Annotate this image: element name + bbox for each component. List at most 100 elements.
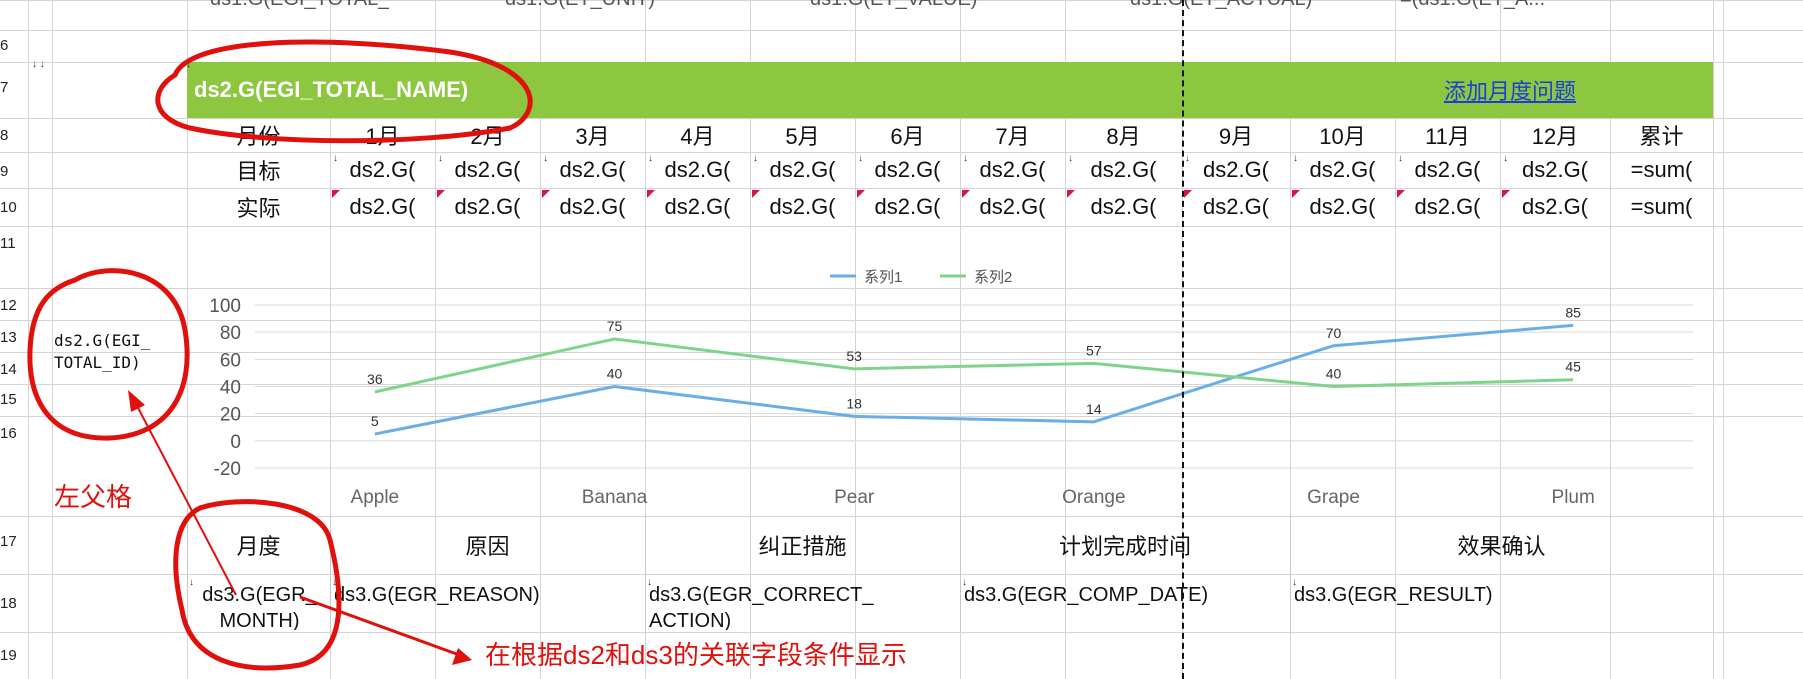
issue-cell[interactable]: ds3.G(EGR_ MONTH) xyxy=(202,584,317,630)
expand-marker: ↓ xyxy=(858,153,863,164)
row-number[interactable]: 11 xyxy=(0,235,16,252)
comment-marker xyxy=(962,190,970,198)
row-number[interactable]: 10 xyxy=(0,199,17,216)
row-number[interactable]: 15 xyxy=(0,391,17,408)
target-cell[interactable]: ds2.G( xyxy=(769,157,836,182)
add-monthly-issue-link-text[interactable]: 添加月度问题 xyxy=(1443,79,1576,104)
month-header-cell[interactable]: 3月 xyxy=(575,124,610,149)
month-header-cell[interactable]: 8月 xyxy=(1106,124,1141,149)
month-header-cell[interactable]: 6月 xyxy=(890,124,925,149)
row-number[interactable]: 8 xyxy=(0,127,9,144)
expand-marker: ↓ xyxy=(1293,153,1298,164)
comment-marker xyxy=(1292,190,1300,198)
comment-marker xyxy=(647,190,655,198)
month-header-cell[interactable]: 12月 xyxy=(1531,124,1579,149)
row-number[interactable]: 18 xyxy=(0,595,17,612)
actual-cell[interactable]: ds2.G( xyxy=(664,194,731,219)
actual-cell[interactable]: ds2.G( xyxy=(1090,194,1157,219)
row-number[interactable]: 12 xyxy=(0,297,17,314)
issue-header[interactable]: 原因 xyxy=(465,534,510,559)
target-cell[interactable]: ds2.G( xyxy=(1202,157,1270,182)
actual-cell[interactable]: ds2.G( xyxy=(1309,194,1376,219)
row-number[interactable]: 7 xyxy=(0,79,9,96)
partial-cell[interactable]: ds1.G(ET_VALUE) xyxy=(810,0,977,14)
column-gridline xyxy=(1065,0,1066,679)
row-gridline xyxy=(0,632,1803,633)
actual-cell[interactable]: ds2.G( xyxy=(979,194,1046,219)
issue-cell[interactable]: ds3.G(EGR_REASON) xyxy=(334,584,540,606)
row-gridline xyxy=(0,320,1803,321)
x-tick-label: Orange xyxy=(1062,487,1125,508)
issue-header[interactable]: 计划完成时间 xyxy=(1058,534,1191,559)
data-label: 36 xyxy=(367,371,383,387)
target-total[interactable]: =sum( xyxy=(1630,157,1693,182)
month-header-total[interactable]: 累计 xyxy=(1639,124,1684,149)
target-cell[interactable]: ds2.G( xyxy=(1309,157,1376,182)
left-parent-cell[interactable]: ds2.G(EGI_ TOTAL_ID) xyxy=(54,331,151,372)
issue-header[interactable]: 月度 xyxy=(236,534,281,559)
row-number[interactable]: 9 xyxy=(0,163,9,180)
issue-cell[interactable]: ds3.G(EGR_COMP_DATE) xyxy=(964,584,1209,606)
data-label: 40 xyxy=(607,366,623,382)
comment-marker xyxy=(1502,190,1510,198)
target-cell[interactable]: ds2.G( xyxy=(979,157,1046,182)
target-cell[interactable]: ds2.G( xyxy=(1521,157,1589,182)
actual-cell[interactable]: ds2.G( xyxy=(349,194,416,219)
band-title[interactable]: ds2.G(EGI_TOTAL_NAME) xyxy=(194,77,469,102)
partial-cell[interactable]: ds1.G(ET_ACTUAL) xyxy=(1130,0,1312,14)
partial-cell[interactable]: ds1.G(EGI_TOTAL_ xyxy=(210,0,389,14)
month-header-cell[interactable]: 10月 xyxy=(1319,124,1366,149)
issue-header[interactable]: 效果确认 xyxy=(1457,534,1546,559)
row-number[interactable]: 6 xyxy=(0,37,9,54)
issue-cell[interactable]: ds3.G(EGR_CORRECT_ ACTION) xyxy=(649,584,874,630)
expand-marker: ↓ xyxy=(186,59,191,70)
target-cell[interactable]: ds2.G( xyxy=(454,157,521,182)
add-monthly-issue-link[interactable]: 添加月度问题 xyxy=(1410,62,1610,118)
actual-total[interactable]: =sum( xyxy=(1630,194,1693,219)
partial-cell[interactable]: ds1.G(ET_UNIT) xyxy=(505,0,655,14)
actual-cell[interactable]: ds2.G( xyxy=(1202,194,1270,219)
column-gridline xyxy=(960,0,961,679)
target-cell[interactable]: ds2.G( xyxy=(1090,157,1157,182)
partial-cell[interactable]: =(ds1.G(ET_A... xyxy=(1400,0,1545,14)
month-header-cell[interactable]: 1月 xyxy=(365,124,400,149)
arrow-to-left-parent xyxy=(134,401,237,596)
target-cell[interactable]: ds2.G( xyxy=(349,157,416,182)
actual-cell[interactable]: ds2.G( xyxy=(769,194,836,219)
target-label[interactable]: 目标 xyxy=(236,159,281,184)
arrow-to-condition xyxy=(299,595,463,658)
actual-cell[interactable]: ds2.G( xyxy=(874,194,941,219)
issue-cell[interactable]: ds3.G(EGR_RESULT) xyxy=(1294,584,1493,606)
target-cell[interactable]: ds2.G( xyxy=(559,157,626,182)
data-label: 53 xyxy=(846,348,862,364)
row-number[interactable]: 19 xyxy=(0,647,17,664)
row-number[interactable]: 13 xyxy=(0,329,17,346)
issue-header[interactable]: 纠正措施 xyxy=(758,534,847,559)
target-cell[interactable]: ds2.G( xyxy=(664,157,731,182)
month-header-cell[interactable]: 5月 xyxy=(785,124,820,149)
series-line xyxy=(374,323,1574,436)
actual-cell[interactable]: ds2.G( xyxy=(1414,194,1481,219)
arrow-head-left xyxy=(128,390,145,412)
target-cell[interactable]: ds2.G( xyxy=(1414,157,1481,182)
month-header-cell[interactable]: 4月 xyxy=(680,124,715,149)
month-header-cell[interactable]: 9月 xyxy=(1218,124,1254,149)
actual-cell[interactable]: ds2.G( xyxy=(559,194,626,219)
row-number[interactable]: 16 xyxy=(0,425,17,442)
row-gridline xyxy=(0,30,1803,31)
actual-cell[interactable]: ds2.G( xyxy=(454,194,521,219)
month-header-cell[interactable]: 11月 xyxy=(1425,124,1470,149)
target-cell[interactable]: ds2.G( xyxy=(874,157,941,182)
data-label: 14 xyxy=(1086,401,1102,417)
y-tick-label: 80 xyxy=(220,323,241,344)
expand-marker: ↓ xyxy=(1068,153,1073,164)
actual-cell[interactable]: ds2.G( xyxy=(1521,194,1589,219)
month-header-cell[interactable]: 7月 xyxy=(995,124,1030,149)
row-number[interactable]: 17 xyxy=(0,533,17,550)
actual-label[interactable]: 实际 xyxy=(236,196,281,221)
line-chart[interactable]: 100 80 60 40 20 0 -20 Apple Banana Pear Orange Grap… xyxy=(187,226,1713,516)
annotation-condition: 在根据ds2和ds3的关联字段条件显示 xyxy=(485,640,907,670)
row-number[interactable]: 14 xyxy=(0,361,17,378)
column-gridline xyxy=(1713,0,1714,679)
